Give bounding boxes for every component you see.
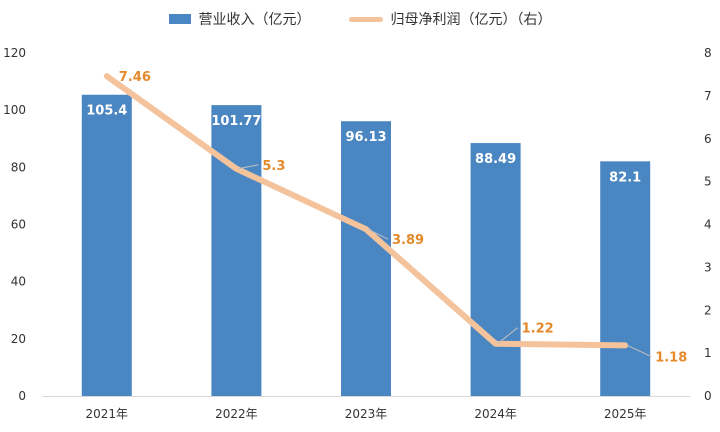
legend-item-revenue: 营业收入（亿元）: [168, 9, 311, 29]
net-profit-label: 1.22: [522, 322, 554, 337]
revenue-bar: [470, 143, 521, 396]
x-tick-label: 2023年: [345, 407, 388, 421]
net-profit-line: [103, 73, 629, 349]
revenue-bar: [600, 161, 651, 396]
net-profit-leader-line: [626, 344, 652, 357]
y-right-tick-label: 6: [704, 132, 712, 146]
y-left-tick-label: 120: [3, 46, 26, 60]
revenue-bar: [81, 94, 132, 397]
x-tick-label: 2022年: [215, 407, 258, 421]
revenue-bar-label: 88.49: [475, 152, 516, 167]
net-profit-leader-line: [238, 164, 259, 170]
y-left-tick-label: 0: [18, 389, 26, 403]
net-profit-leader-line: [367, 228, 389, 240]
y-left-tick-label: 100: [3, 103, 26, 117]
x-tick-label: 2021年: [86, 407, 129, 421]
legend-line-swatch: [348, 16, 383, 22]
legend-revenue-label: 营业收入（亿元）: [198, 12, 311, 28]
y-right-tick-label: 5: [704, 175, 712, 189]
y-right-tick-label: 0: [704, 389, 712, 403]
revenue-bar: [341, 121, 391, 396]
y-right-tick-label: 3: [704, 260, 712, 274]
revenue-bar: [211, 105, 262, 396]
x-tick-label: 2024年: [474, 407, 517, 421]
y-right-tick-label: 1: [704, 346, 712, 360]
legend-item-net-profit: 归母净利润（亿元）（右）: [348, 9, 552, 29]
net-profit-label: 5.3: [262, 159, 285, 174]
y-right-tick-label: 8: [704, 46, 712, 60]
legend-bar-swatch: [168, 14, 191, 24]
chart-legend: 营业收入（亿元） 归母净利润（亿元）（右）: [0, 9, 720, 29]
x-tick-label: 2025年: [604, 407, 647, 421]
revenue-bar-label: 105.4: [86, 104, 127, 119]
revenue-bar-label: 82.1: [609, 170, 641, 185]
net-profit-label: 1.18: [655, 350, 687, 365]
y-left-tick-label: 40: [11, 275, 26, 289]
revenue-bar-label: 101.77: [211, 114, 261, 129]
y-left-tick-label: 20: [11, 332, 26, 346]
y-right-tick-label: 4: [704, 218, 712, 232]
revenue-bar-label: 96.13: [345, 130, 386, 145]
y-right-tick-label: 2: [704, 303, 712, 317]
net-profit-label: 3.89: [392, 233, 424, 248]
net-profit-leader-line: [497, 327, 518, 345]
y-right-tick-label: 7: [704, 89, 712, 103]
legend-net-profit-label: 归母净利润（亿元）（右）: [390, 12, 552, 28]
y-left-tick-label: 80: [11, 160, 26, 174]
net-profit-label: 7.46: [119, 70, 151, 85]
y-left-tick-label: 60: [11, 218, 26, 232]
